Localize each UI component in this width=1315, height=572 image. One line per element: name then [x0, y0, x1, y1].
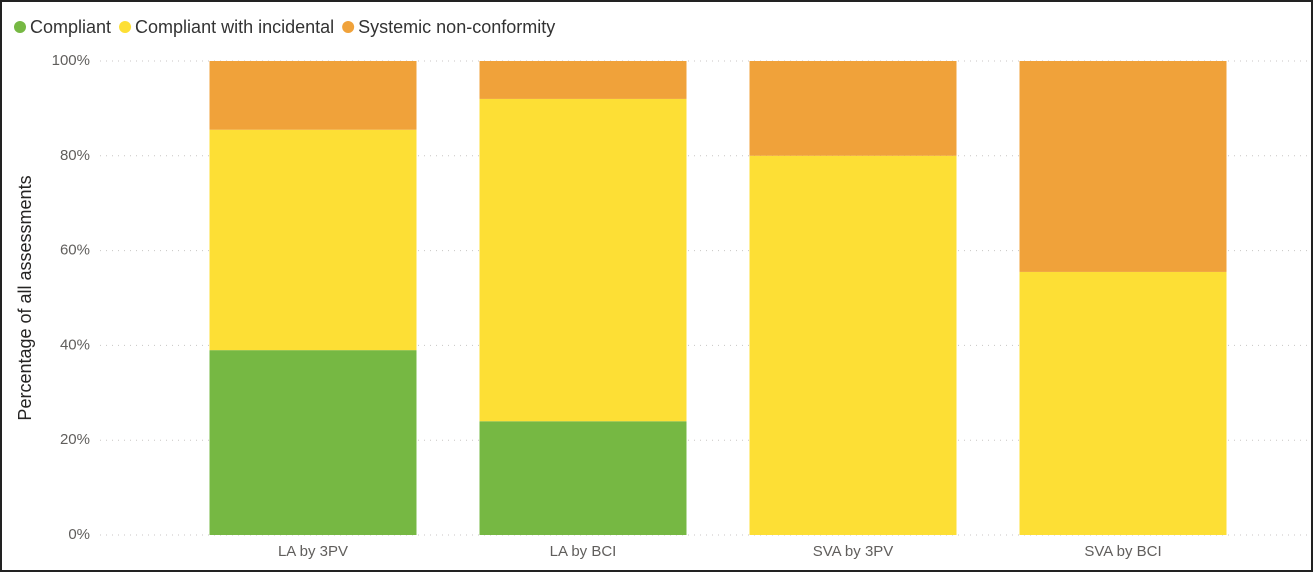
x-tick-label: SVA by BCI [1084, 543, 1161, 560]
bar-segment [479, 98, 687, 422]
bar-segment [479, 61, 687, 99]
y-tick-label: 60% [60, 242, 90, 259]
legend-label: Compliant [30, 17, 111, 37]
x-tick-label: SVA by 3PV [813, 543, 894, 560]
x-tick-label: LA by 3PV [278, 543, 348, 560]
legend-swatch [119, 21, 132, 33]
y-tick-label: 80% [60, 147, 90, 164]
bar-segment [1019, 271, 1227, 535]
legend-label: Compliant with incidental [135, 17, 334, 37]
bar-segment [749, 155, 957, 536]
y-tick-label: 40% [60, 336, 90, 353]
bar-segment [1019, 61, 1227, 272]
legend-label: Systemic non-conformity [358, 17, 555, 37]
x-tick-label: LA by BCI [550, 543, 617, 560]
bar-segment [209, 129, 417, 351]
bar-segment [209, 61, 417, 130]
y-axis-label: Percentage of all assessments [15, 175, 35, 420]
bar-segment [479, 421, 687, 535]
bar-segment [749, 61, 957, 156]
legend: Compliant Compliant with incidental System… [14, 17, 555, 37]
y-tick-label: 100% [52, 52, 90, 69]
y-tick-label: 20% [60, 431, 90, 448]
legend-swatch [14, 21, 26, 33]
legend-swatch [342, 21, 355, 33]
bar-segment [209, 350, 417, 535]
y-tick-label: 0% [68, 526, 90, 543]
